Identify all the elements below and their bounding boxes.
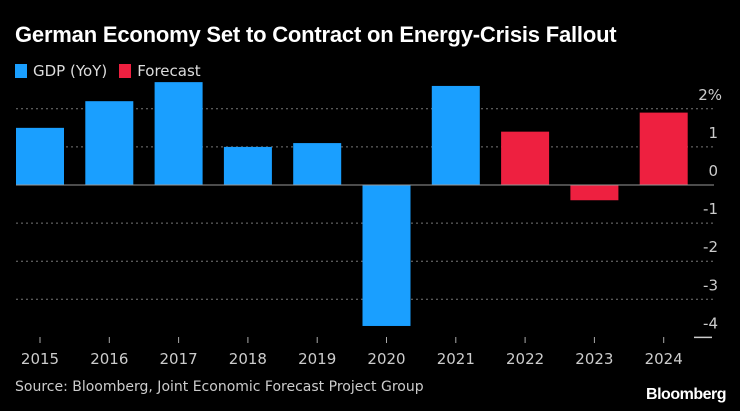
bar-2015: [16, 127, 64, 185]
bar-2016: [85, 101, 134, 185]
y-tick-label: 0: [708, 162, 718, 180]
y-tick-label: 1: [708, 124, 718, 142]
chart-title: German Economy Set to Contract on Energy…: [15, 22, 617, 47]
legend: GDP (YoY) Forecast: [15, 62, 201, 80]
x-tick-label: 2019: [298, 350, 336, 368]
legend-item-forecast: Forecast: [119, 62, 201, 80]
legend-label-gdp: GDP (YoY): [33, 62, 108, 80]
legend-swatch-gdp: [15, 64, 27, 78]
x-tick-label: 2018: [229, 350, 267, 368]
bloomberg-logo: Bloomberg: [646, 386, 726, 403]
legend-swatch-forecast: [119, 64, 132, 78]
source-note: Source: Bloomberg, Joint Economic Foreca…: [15, 379, 424, 395]
bar-2019: [293, 143, 342, 185]
x-tick-label: 2020: [367, 350, 405, 368]
x-tick-label: 2016: [90, 350, 128, 368]
x-tick-label: 2023: [575, 350, 613, 368]
y-tick-label: -3: [703, 276, 718, 294]
y-tick-label: -1: [703, 200, 718, 218]
y-tick-label: -2: [703, 238, 718, 256]
y-tick-label: -4: [703, 314, 718, 332]
y-tick-label: 2%: [698, 86, 722, 104]
x-tick-label: 2015: [21, 350, 59, 368]
x-tick-label: 2024: [645, 350, 683, 368]
legend-label-forecast: Forecast: [137, 62, 201, 80]
x-tick-label: 2022: [506, 350, 544, 368]
x-tick-label: 2017: [160, 350, 198, 368]
x-tick-label: 2021: [437, 350, 475, 368]
bar-2021: [431, 85, 480, 185]
bar-2022: [501, 131, 550, 185]
bar-2024: [639, 112, 688, 185]
bar-2020: [362, 185, 411, 326]
bar-2017: [154, 82, 203, 185]
legend-item-gdp: GDP (YoY): [15, 62, 107, 80]
bar-2018: [223, 146, 272, 185]
bar-2023: [570, 185, 619, 201]
